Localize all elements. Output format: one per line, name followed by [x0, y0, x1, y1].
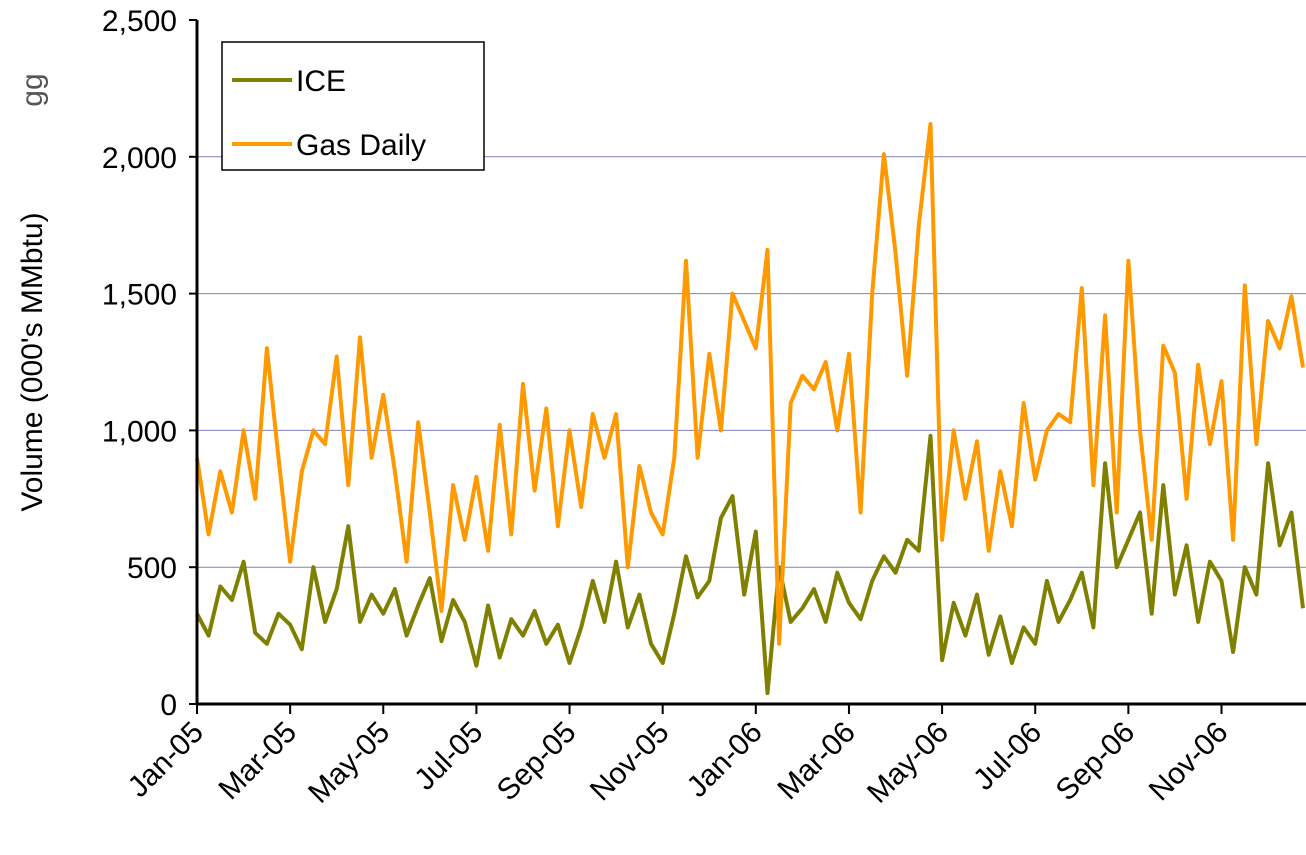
y-tick-label: 1,000	[102, 415, 177, 448]
data-line	[195, 122, 1305, 646]
annotation: gg	[16, 73, 49, 106]
legend: ICE Gas Daily	[221, 41, 485, 171]
y-tick-label: 500	[127, 552, 177, 585]
x-tick-label: Jan-05	[122, 716, 210, 804]
x-tick-label: Sep-05	[491, 716, 583, 808]
x-tick-label: Jul-06	[967, 716, 1048, 797]
x-tick-label: Mar-05	[213, 716, 304, 807]
y-axis-label: Volume (000's MMbtu)	[16, 212, 49, 511]
data-line	[195, 433, 1305, 696]
legend-label: ICE	[296, 65, 346, 98]
x-tick-label: Mar-06	[771, 716, 862, 807]
x-tick-label: Nov-05	[584, 716, 676, 808]
y-tick-label: 2,000	[102, 142, 177, 175]
x-tick-label: Nov-06	[1143, 716, 1235, 808]
x-tick-label: Jan-06	[681, 716, 769, 804]
x-tick-label: Sep-06	[1050, 716, 1142, 808]
x-tick-label: May-06	[861, 716, 955, 810]
y-tick-label: 2,500	[102, 5, 177, 38]
legend-box	[221, 41, 485, 171]
x-tick-label: May-05	[302, 716, 396, 810]
legend-label: Gas Daily	[296, 129, 426, 162]
y-tick-label: 0	[160, 689, 177, 722]
y-tick-label: 1,500	[102, 279, 177, 312]
x-tick-label: Jul-05	[408, 716, 489, 797]
